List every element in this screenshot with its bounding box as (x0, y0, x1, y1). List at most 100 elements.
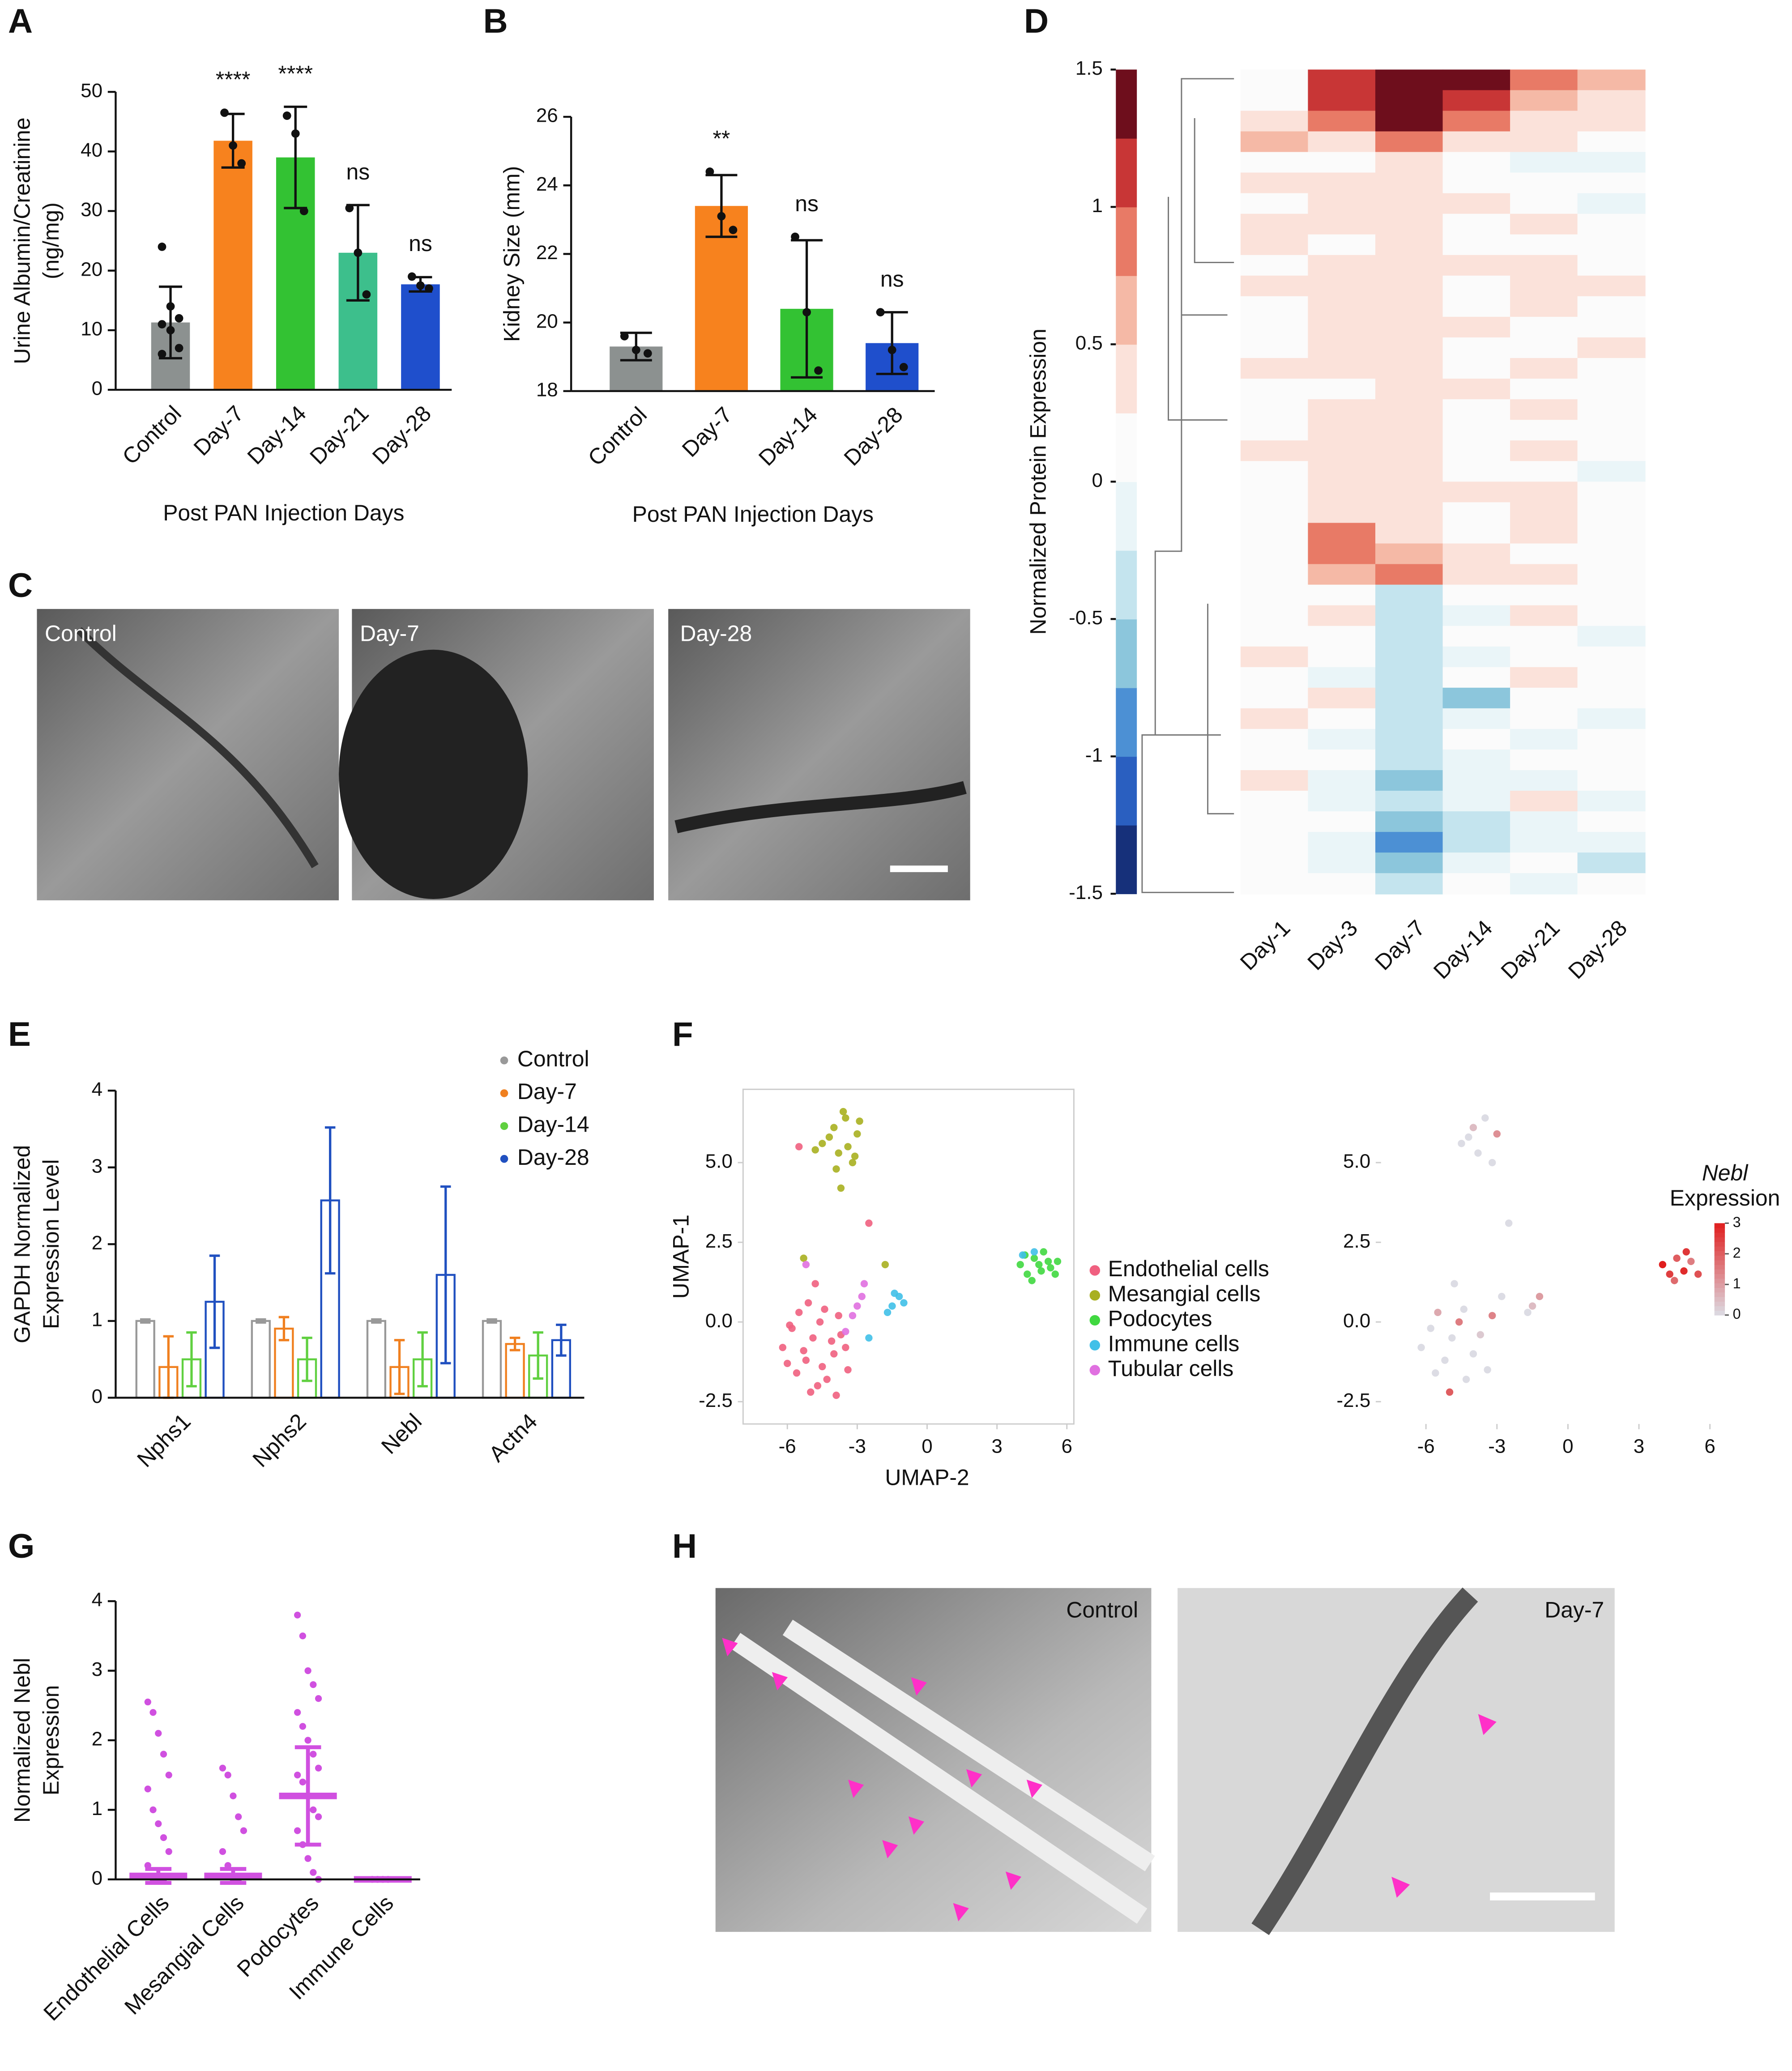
heatmap-cell (1510, 873, 1579, 895)
heatmap-cell (1577, 111, 1646, 132)
heatmap-cell (1308, 296, 1376, 318)
heatmap-cell (1308, 584, 1376, 606)
x-tick-label: 0 (922, 1436, 932, 1457)
panel-label: C (8, 567, 33, 605)
data-point (299, 207, 308, 215)
data-point (1481, 1114, 1489, 1122)
y-tick-label: 50 (81, 80, 102, 102)
data-point (1019, 1251, 1027, 1259)
heatmap-cell (1240, 852, 1309, 874)
data-point (1016, 1261, 1024, 1269)
heatmap-cell (1375, 482, 1443, 503)
data-point (299, 1723, 306, 1730)
data-point (802, 308, 811, 317)
data-point (219, 1848, 226, 1855)
y-tick-label: 24 (536, 173, 558, 195)
data-point (1040, 1248, 1047, 1256)
data-point (1035, 1261, 1043, 1269)
heatmap-cell (1308, 399, 1376, 421)
y-tick-label: 2.5 (1343, 1230, 1370, 1252)
data-point (1476, 1331, 1484, 1338)
data-point (1680, 1267, 1688, 1275)
heatmap-cell (1308, 193, 1376, 215)
y-axis-label: GAPDH Normalized (9, 1145, 34, 1343)
data-point (304, 1855, 311, 1862)
error-bar (209, 1254, 220, 1349)
data-point (1694, 1270, 1702, 1278)
heatmap-cell (1510, 729, 1579, 750)
data-point (842, 1114, 849, 1122)
heatmap-cell (1308, 791, 1376, 812)
y-tick-label: 5.0 (705, 1151, 733, 1172)
data-point (1488, 1312, 1496, 1320)
data-point (294, 1709, 301, 1716)
data-point (849, 1159, 857, 1167)
data-point (310, 1806, 317, 1813)
data-point (416, 281, 425, 290)
heatmap-cell (1510, 832, 1579, 853)
membrane (76, 627, 319, 869)
data-point (807, 1388, 815, 1396)
heatmap-cell (1375, 440, 1443, 462)
heatmap-cell (1375, 729, 1443, 750)
heatmap-cell (1240, 584, 1309, 606)
heatmap-cell (1308, 337, 1376, 359)
y-tick-label: 5.0 (1343, 1151, 1370, 1172)
data-point (779, 1343, 787, 1351)
heatmap-cell (1308, 152, 1376, 174)
legend-marker (500, 1122, 508, 1130)
heatmap-cell (1375, 852, 1443, 874)
legend-label: Day-14 (517, 1112, 589, 1137)
heatmap-cell (1308, 172, 1376, 194)
heatmap-cell (1240, 172, 1309, 194)
heatmap-cell (1577, 379, 1646, 400)
heatmap-cell (1240, 440, 1309, 462)
panel-label: D (1024, 2, 1049, 40)
arrowhead (882, 1840, 898, 1858)
data-point (310, 1751, 317, 1758)
heatmap-cell (1442, 770, 1511, 792)
x-axis-label: Post PAN Injection Days (632, 502, 874, 527)
data-point (1427, 1325, 1434, 1332)
heatmap-cell (1240, 358, 1309, 379)
heatmap-cell (1308, 729, 1376, 750)
x-tick-label: -6 (1417, 1436, 1435, 1457)
heatmap-cell (1577, 255, 1646, 277)
heatmap-cell (1510, 172, 1579, 194)
heatmap-cell (1442, 193, 1511, 215)
heatmap-cell (1240, 605, 1309, 627)
heatmap-cell (1442, 667, 1511, 689)
heatmap-cell (1308, 420, 1376, 441)
colorbar-band (1714, 1260, 1725, 1265)
heatmap-cell (1442, 708, 1511, 730)
data-point (631, 345, 640, 354)
y-tick-label: 1 (92, 1798, 102, 1820)
heatmap-cell (1375, 193, 1443, 215)
data-point (175, 314, 183, 323)
heatmap-cell (1375, 832, 1443, 853)
data-point (814, 1382, 822, 1389)
colorbar-band (1714, 1223, 1725, 1228)
heatmap-cell (1577, 626, 1646, 648)
micrographs-c: Control Day-7 Day-28 (37, 609, 970, 900)
colorbar-band (1714, 1241, 1725, 1247)
colorbar-band (1714, 1250, 1725, 1256)
data-point (888, 1302, 896, 1310)
heatmap-cell (1375, 749, 1443, 771)
heatmap-cell (1510, 440, 1579, 462)
data-point (835, 1312, 842, 1320)
arrowhead (1005, 1871, 1022, 1890)
error-bar (324, 1126, 336, 1275)
data-point (229, 141, 238, 150)
heatmap-cell (1375, 502, 1443, 524)
legend-marker (1089, 1265, 1101, 1276)
heatmap-cell (1240, 502, 1309, 524)
heatmap-cell (1442, 90, 1511, 111)
data-point (310, 1681, 317, 1688)
heatmap-cell (1375, 337, 1443, 359)
data-point (839, 1108, 847, 1116)
micrograph-label: Control (45, 621, 117, 646)
heatmap-cell (1240, 69, 1309, 91)
bar (401, 284, 440, 390)
heatmap-cell (1442, 152, 1511, 174)
